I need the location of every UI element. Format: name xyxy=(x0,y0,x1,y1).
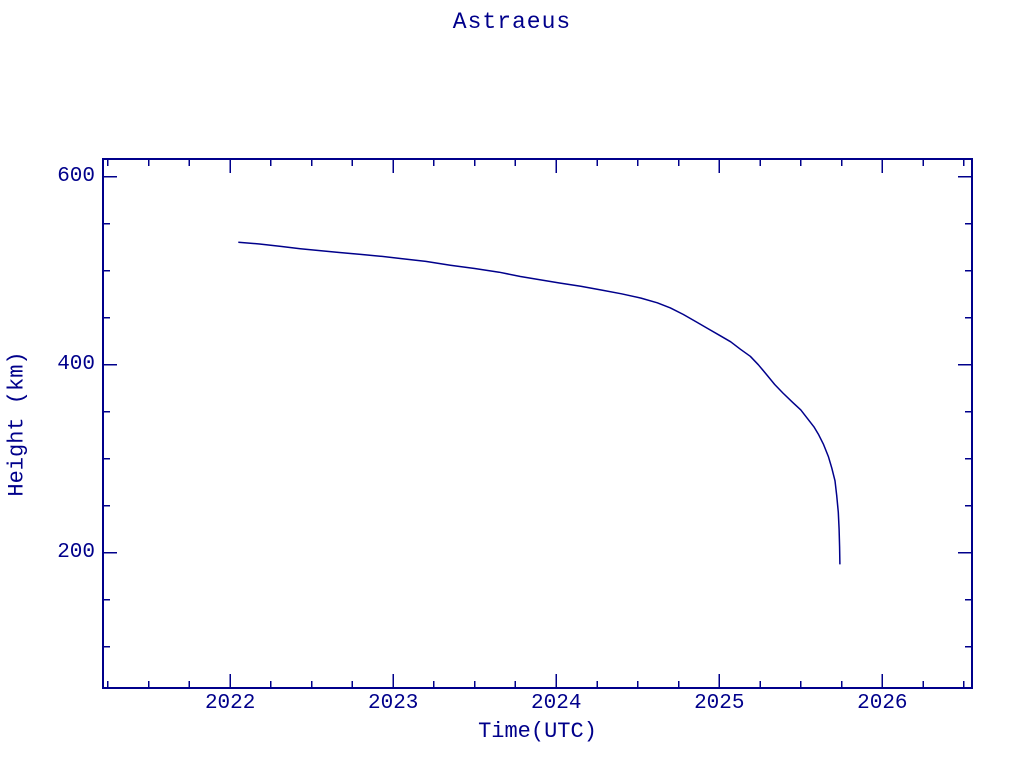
y-tick-label: 400 xyxy=(57,352,95,376)
chart-title: Astraeus xyxy=(452,9,572,35)
x-tick-label: 2025 xyxy=(694,692,745,715)
plot-frame xyxy=(102,158,973,689)
x-tick-label: 2023 xyxy=(367,692,419,715)
x-tick-label: 2022 xyxy=(204,692,256,715)
x-axis-label: Time(UTC) xyxy=(478,719,597,744)
x-tick-label: 2024 xyxy=(531,692,582,715)
x-tick-label: 2026 xyxy=(857,692,908,715)
height-decay-curve xyxy=(238,241,841,565)
y-tick-label: 600 xyxy=(57,164,95,188)
y-tick-label: 200 xyxy=(57,540,95,564)
